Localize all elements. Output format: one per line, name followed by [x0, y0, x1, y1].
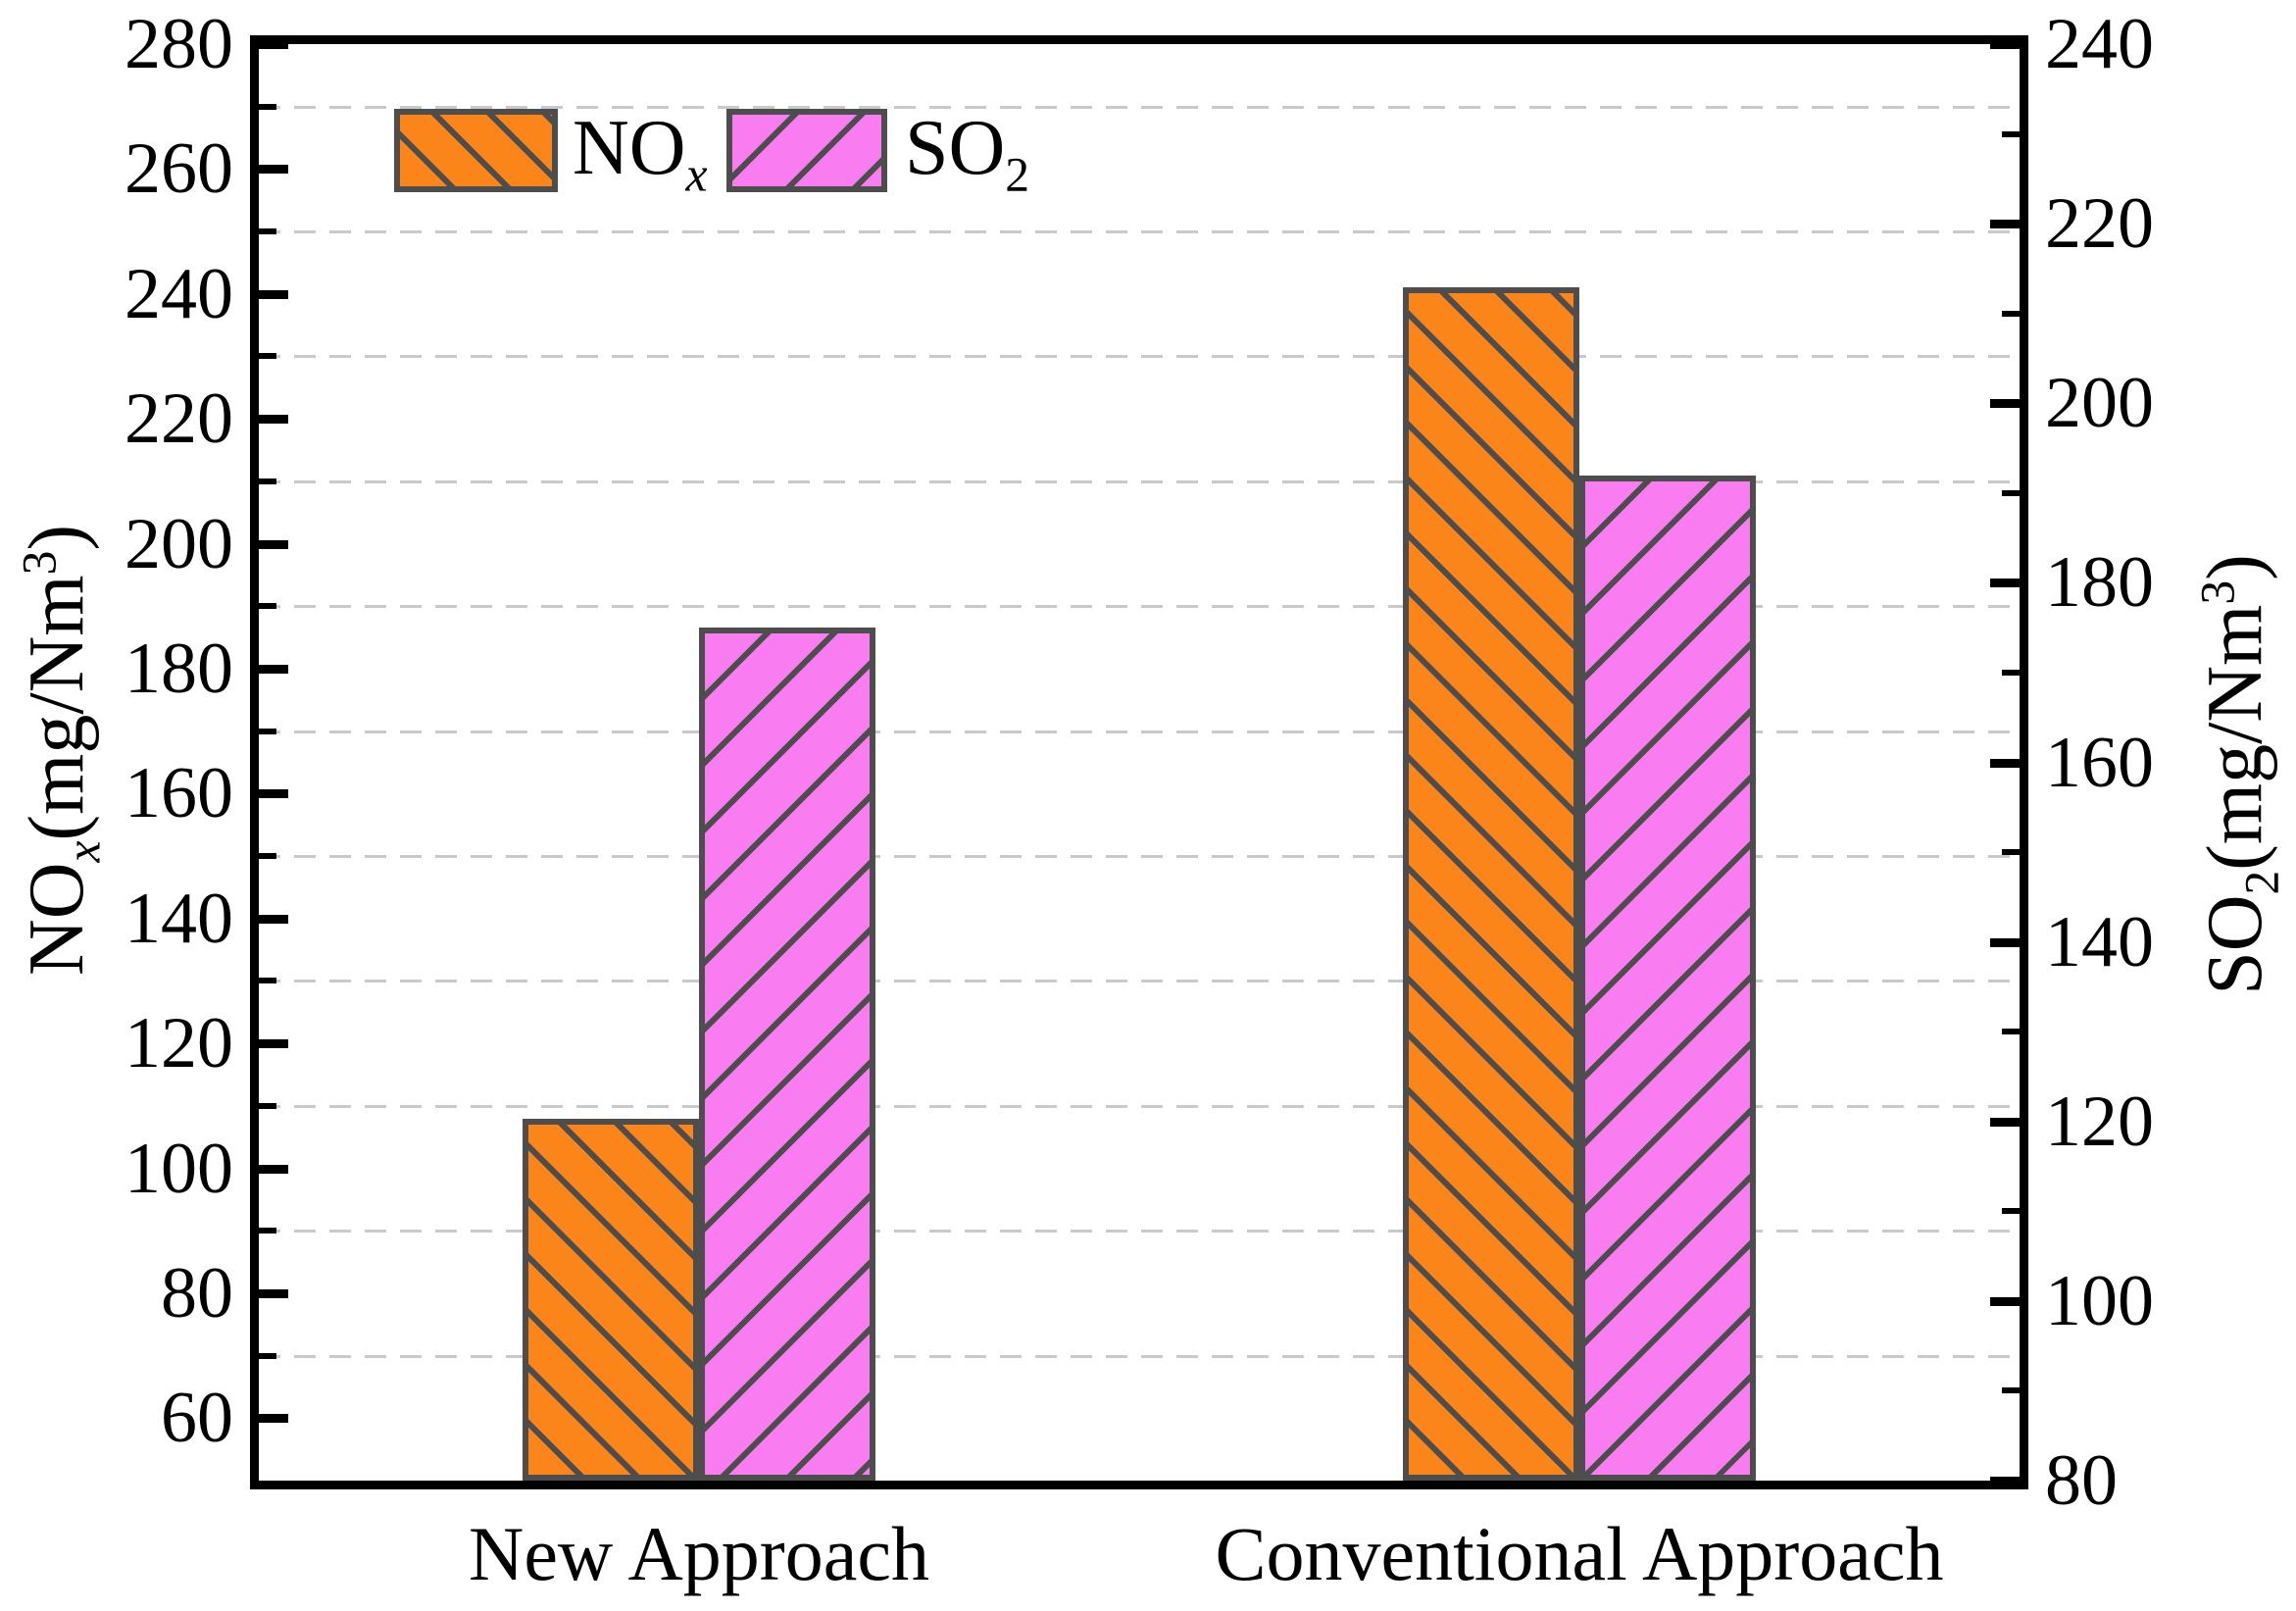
legend-swatch-nox: [394, 109, 558, 192]
right-tick-label-140: 140: [2045, 901, 2154, 982]
legend-label-nox-text: NO: [573, 105, 686, 191]
right-minor-tick-230: [2002, 130, 2020, 137]
left-minor-tick-130: [259, 978, 276, 984]
bar-nox-new-approach: [523, 1118, 699, 1481]
left-minor-tick-230: [259, 353, 276, 360]
left-major-tick-200: [259, 539, 288, 549]
gridline-90: [259, 1230, 2020, 1233]
category-label-conventional-approach: Conventional Approach: [1215, 1511, 1944, 1596]
right-tick-label-220: 220: [2045, 183, 2154, 265]
right-tick-label-200: 200: [2045, 363, 2154, 444]
left-major-tick-160: [259, 789, 288, 799]
gridline-150: [259, 855, 2020, 859]
left-major-tick-180: [259, 664, 288, 674]
gridline-130: [259, 980, 2020, 983]
right-major-tick-200: [1990, 399, 2020, 409]
right-major-tick-120: [1990, 1117, 2020, 1127]
right-minor-tick-150: [2002, 849, 2020, 856]
right-major-tick-240: [1990, 40, 2020, 49]
bar-so2-new-approach: [699, 628, 875, 1481]
right-minor-tick-190: [2002, 489, 2020, 496]
right-minor-tick-130: [2002, 1029, 2020, 1035]
gridline-70: [259, 1354, 2020, 1358]
left-major-tick-120: [259, 1039, 288, 1049]
left-major-tick-80: [259, 1288, 288, 1298]
right-axis-title-subscript: 2: [2234, 870, 2289, 895]
left-major-tick-280: [259, 40, 288, 49]
legend-label-so2: SO2: [905, 104, 1029, 201]
right-minor-tick-110: [2002, 1208, 2020, 1215]
bar-so2-conventional-approach: [1579, 475, 1756, 1481]
gridline-270: [259, 105, 2020, 109]
left-tick-label-180: 180: [125, 628, 233, 709]
left-minor-tick-70: [259, 1352, 276, 1359]
right-major-tick-100: [1990, 1296, 2020, 1306]
left-minor-tick-250: [259, 228, 276, 235]
left-tick-label-60: 60: [161, 1378, 233, 1459]
right-tick-label-120: 120: [2045, 1081, 2154, 1162]
right-tick-label-180: 180: [2045, 542, 2154, 624]
left-axis-title-subscript: x: [56, 840, 111, 863]
left-tick-label-140: 140: [125, 878, 233, 959]
left-tick-label-280: 280: [125, 4, 233, 84]
left-minor-tick-210: [259, 478, 276, 484]
right-minor-tick-90: [2002, 1387, 2020, 1394]
left-minor-tick-150: [259, 853, 276, 860]
legend-label-nox-subscript: x: [685, 147, 708, 202]
bar-nox-conventional-approach: [1403, 287, 1579, 1481]
left-tick-label-240: 240: [125, 253, 233, 334]
gridline-170: [259, 730, 2020, 733]
left-tick-label-160: 160: [125, 753, 233, 834]
left-tick-label-260: 260: [125, 128, 233, 210]
gridline-250: [259, 230, 2020, 234]
right-tick-label-240: 240: [2045, 4, 2154, 84]
right-minor-tick-210: [2002, 310, 2020, 317]
left-major-tick-140: [259, 914, 288, 924]
left-major-tick-100: [259, 1164, 288, 1174]
plot-area: [250, 35, 2028, 1489]
left-tick-label-220: 220: [125, 378, 233, 460]
gridline-110: [259, 1104, 2020, 1108]
right-major-tick-180: [1990, 579, 2020, 588]
right-major-tick-80: [1990, 1477, 2020, 1485]
left-tick-label-200: 200: [125, 503, 233, 584]
left-major-tick-220: [259, 415, 288, 425]
left-minor-tick-110: [259, 1102, 276, 1109]
gridline-190: [259, 605, 2020, 609]
right-tick-label-160: 160: [2045, 722, 2154, 803]
legend-label-so2-subscript: 2: [1005, 147, 1030, 202]
category-label-new-approach: New Approach: [468, 1511, 930, 1596]
right-minor-tick-170: [2002, 669, 2020, 676]
left-major-tick-60: [259, 1414, 288, 1424]
left-minor-tick-270: [259, 103, 276, 110]
right-major-tick-220: [1990, 220, 2020, 229]
gridline-210: [259, 479, 2020, 483]
legend-label-nox: NOx: [573, 104, 708, 201]
left-major-tick-260: [259, 165, 288, 175]
left-tick-label-100: 100: [125, 1128, 233, 1209]
legend-label-so2-text: SO: [905, 105, 1006, 191]
left-tick-label-120: 120: [125, 1003, 233, 1084]
right-major-tick-160: [1990, 758, 2020, 768]
right-major-tick-140: [1990, 937, 2020, 947]
left-minor-tick-190: [259, 603, 276, 610]
left-tick-label-80: 80: [161, 1252, 233, 1334]
left-minor-tick-170: [259, 728, 276, 734]
left-major-tick-240: [259, 289, 288, 299]
left-minor-tick-90: [259, 1228, 276, 1234]
right-tick-label-100: 100: [2045, 1260, 2154, 1341]
right-tick-label-80: 80: [2045, 1440, 2118, 1521]
legend-swatch-so2: [726, 109, 887, 192]
gridline-230: [259, 355, 2020, 359]
